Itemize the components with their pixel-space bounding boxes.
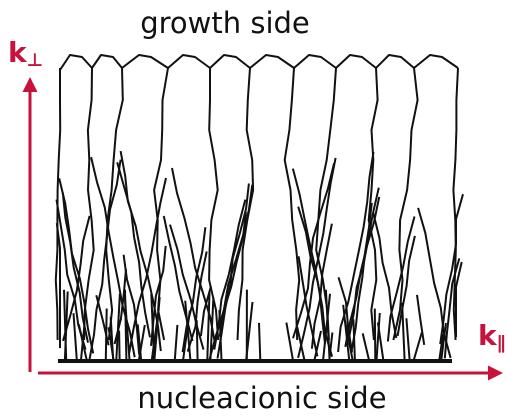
grain-boundary: [392, 67, 419, 341]
grain-boundary: [209, 297, 215, 361]
grain-boundary: [119, 150, 162, 352]
k-perp-label: k⊥: [8, 36, 43, 71]
grain-boundary: [337, 151, 375, 353]
grain-boundary: [208, 68, 220, 341]
grain-boundary: [105, 67, 124, 341]
grain-boundary: [443, 258, 461, 359]
grain-boundary: [107, 327, 115, 361]
grain-boundary: [452, 67, 459, 341]
grain-boundary: [405, 318, 411, 361]
nucleation-side-label: nucleacionic side: [137, 381, 386, 415]
grain-boundary: [150, 308, 160, 361]
grain-boundary: [61, 192, 89, 343]
grain-boundary: [348, 187, 380, 338]
grain-boundary: [375, 313, 381, 361]
grain-boundary: [296, 326, 306, 361]
grain-boundary: [123, 291, 131, 361]
grain-boundary: [116, 162, 151, 338]
grain-boundary: [283, 67, 301, 341]
grain-boundary: [350, 202, 373, 354]
grain-boundary: [208, 184, 254, 361]
grain-boundary: [401, 302, 406, 361]
grain-boundary: [218, 310, 223, 361]
grain-boundary: [63, 289, 68, 361]
grain-boundary: [58, 178, 95, 354]
grain-boundary: [310, 223, 333, 349]
grain-boundary: [455, 261, 463, 337]
grain-boundary: [396, 235, 416, 337]
grain-boundary: [195, 320, 199, 361]
grain-boundary: [218, 211, 247, 337]
k-symbol: k: [478, 319, 498, 352]
grain-boundary: [292, 162, 336, 339]
grain-boundary: [90, 156, 136, 358]
grain-boundary: [313, 330, 322, 361]
grain-boundary: [373, 308, 377, 361]
grain-boundary: [83, 67, 95, 341]
k-symbol: k: [8, 36, 28, 69]
grain-boundary: [80, 324, 86, 361]
grain-boundary: [236, 67, 255, 341]
grain-boundary: [416, 294, 426, 346]
growth-side-label: growth side: [140, 6, 310, 40]
grain-boundary: [245, 301, 254, 361]
grain-boundary: [62, 215, 91, 342]
grain-boundary: [440, 322, 447, 361]
grain-boundary: [297, 206, 334, 357]
grain-boundary: [337, 277, 353, 353]
grain-boundary: [186, 251, 208, 352]
grain-boundary: [122, 254, 141, 355]
grain-boundary: [315, 67, 337, 341]
grain-boundary: [181, 227, 207, 353]
grain-boundary: [153, 67, 169, 341]
grain-boundary: [372, 212, 398, 339]
grain-boundary: [113, 268, 127, 345]
grain-boundary: [115, 293, 121, 361]
grain-boundary: [343, 320, 354, 361]
columnar-grains: [54, 54, 464, 361]
grain-boundary: [137, 324, 146, 361]
grain-boundary: [72, 313, 78, 361]
grain-boundary: [291, 168, 326, 344]
grain-boundary: [118, 330, 121, 361]
grain-boundary: [322, 293, 331, 361]
grain-boundary: [342, 304, 351, 361]
grain-boundary: [438, 334, 445, 361]
grain-boundary: [324, 289, 331, 361]
k-parallel-label: k∥: [478, 319, 506, 354]
grain-boundary: [128, 177, 167, 354]
grain-boundary: [182, 310, 191, 361]
k-subscript: ⊥: [27, 50, 43, 71]
grain-boundary: [104, 308, 108, 361]
grain-boundary: [439, 193, 464, 345]
grain-boundary: [285, 322, 294, 361]
grain-boundary: [412, 332, 423, 361]
grain-boundary: [297, 157, 337, 359]
grain-boundary: [206, 292, 211, 361]
grain-boundary: [376, 322, 385, 361]
k-subscript: ∥: [497, 333, 506, 354]
grain-boundary: [367, 67, 379, 341]
grain-boundary: [258, 322, 262, 361]
grain-boundary: [173, 324, 179, 361]
grain-boundary: [361, 333, 370, 361]
grain-boundary: [55, 222, 61, 349]
grain-boundary: [386, 216, 416, 342]
grain-boundary: [352, 319, 356, 361]
grain-boundary: [59, 54, 459, 71]
grain-boundary: [88, 159, 122, 360]
